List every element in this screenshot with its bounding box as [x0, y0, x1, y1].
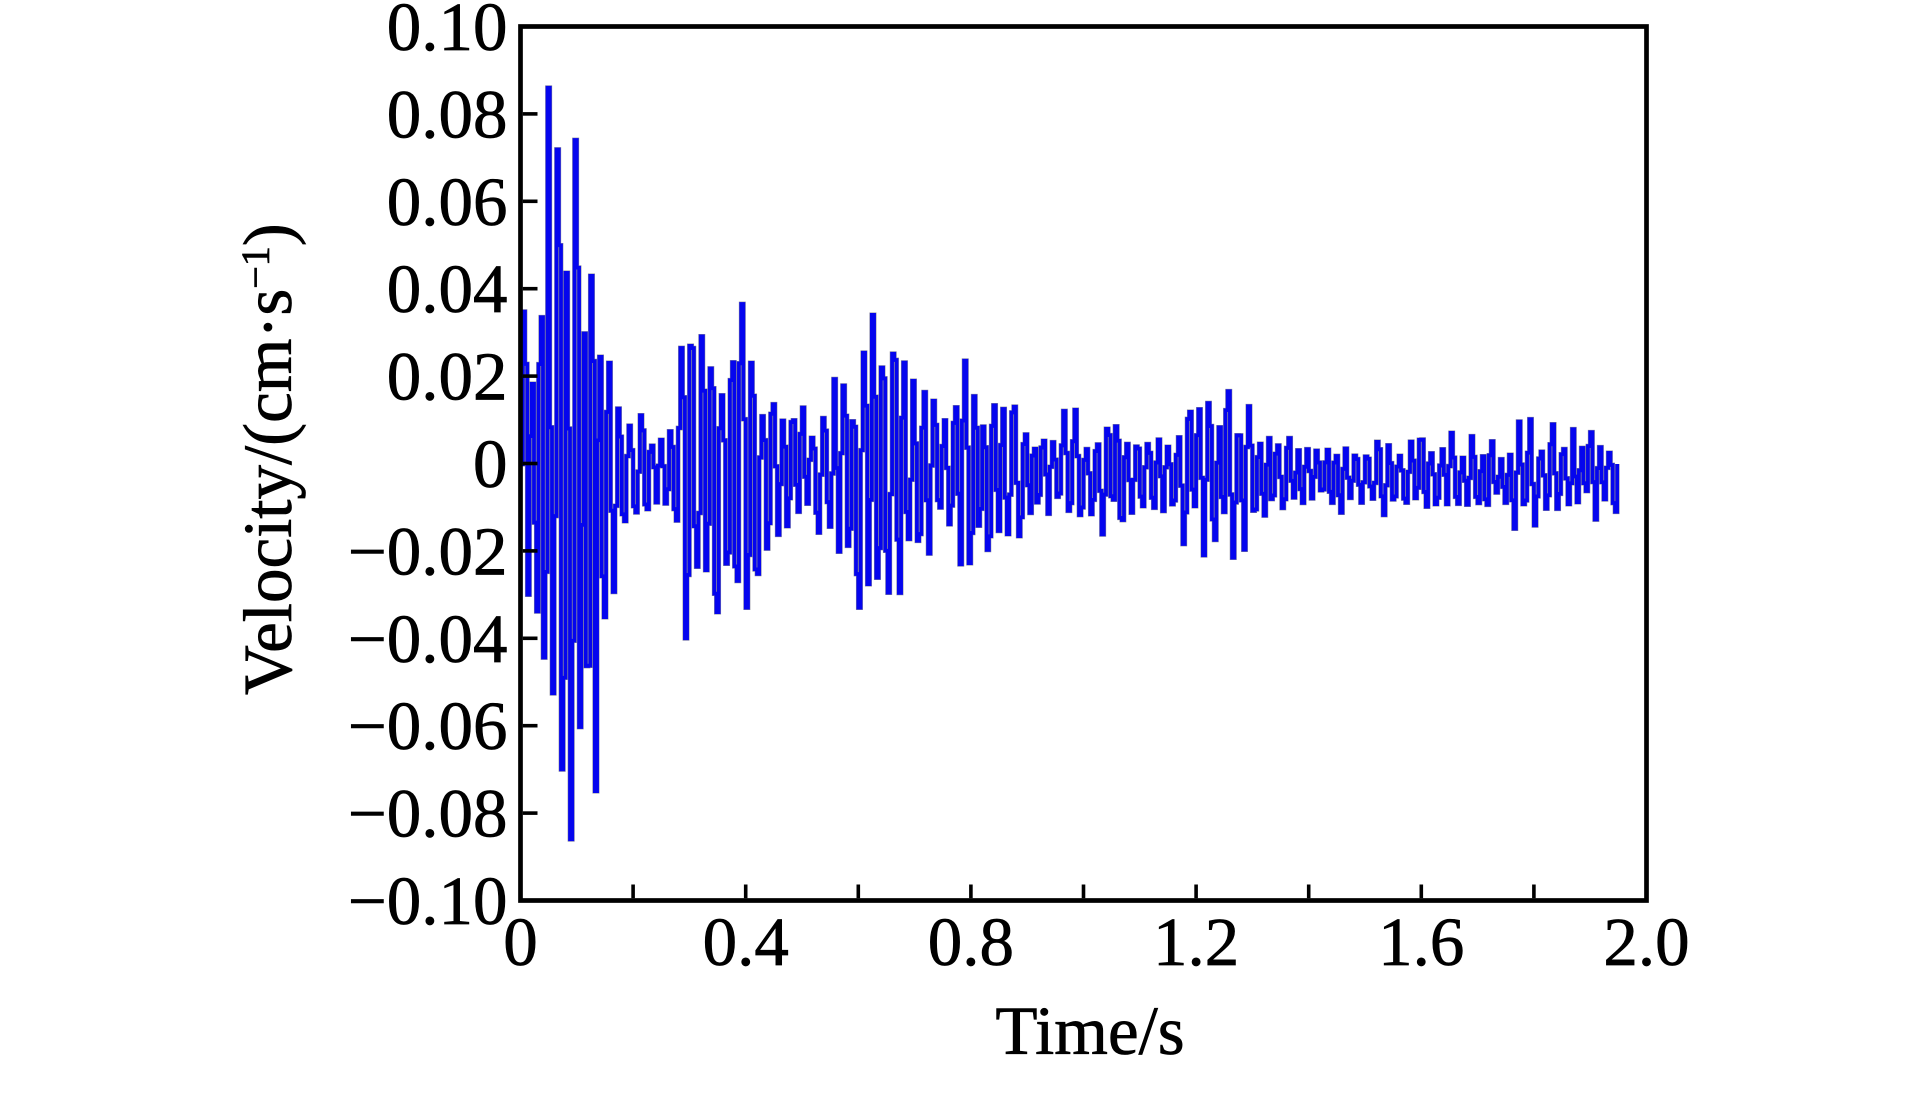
svg-text:1.2: 1.2	[1153, 904, 1239, 980]
svg-text:0.4: 0.4	[703, 904, 789, 980]
svg-text:0: 0	[503, 904, 538, 980]
svg-text:1.6: 1.6	[1378, 904, 1464, 980]
svg-text:0: 0	[473, 426, 508, 502]
svg-text:−0.04: −0.04	[348, 601, 508, 677]
svg-text:−0.08: −0.08	[348, 776, 508, 852]
svg-text:0.10: 0.10	[387, 0, 508, 65]
svg-text:0.08: 0.08	[387, 76, 508, 152]
svg-text:Velocity/(cm·s−1): Velocity/(cm·s−1)	[230, 223, 306, 695]
svg-text:−0.06: −0.06	[348, 688, 508, 764]
svg-text:0.06: 0.06	[387, 164, 508, 240]
svg-text:0.04: 0.04	[387, 251, 508, 327]
svg-text:0.8: 0.8	[928, 904, 1014, 980]
svg-text:−0.02: −0.02	[348, 513, 508, 589]
svg-text:Time/s: Time/s	[995, 993, 1184, 1069]
svg-text:2.0: 2.0	[1603, 904, 1689, 980]
svg-text:−0.10: −0.10	[348, 863, 508, 939]
svg-text:0.02: 0.02	[387, 339, 508, 415]
